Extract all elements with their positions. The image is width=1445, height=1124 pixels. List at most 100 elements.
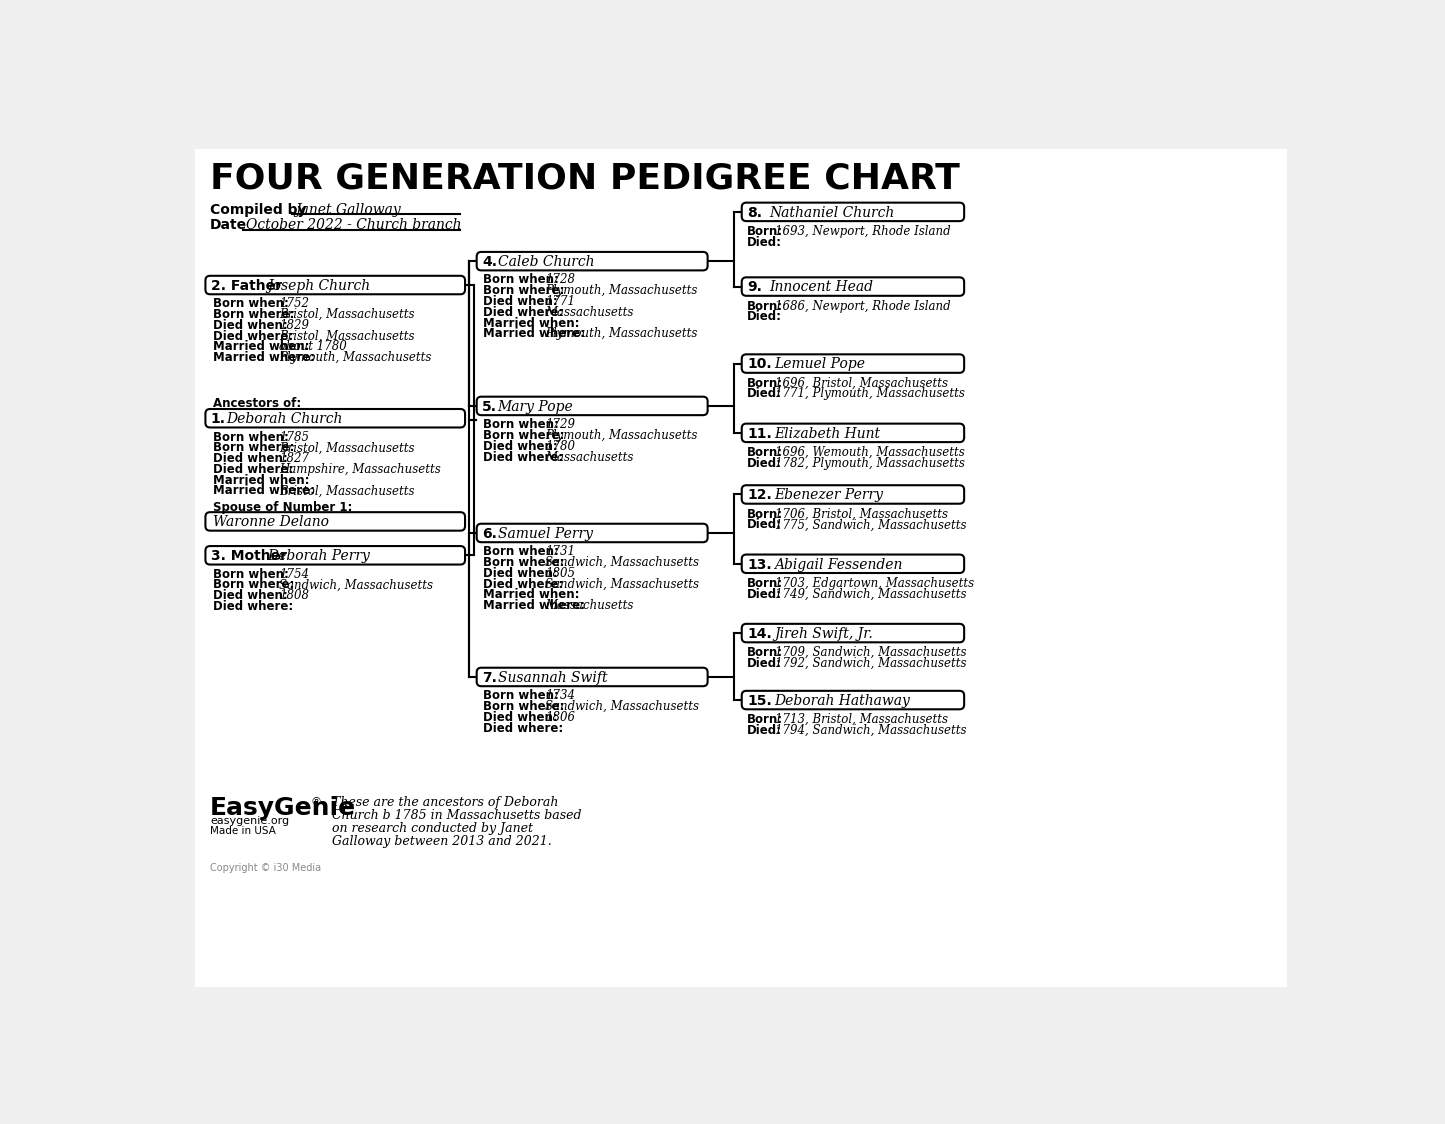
FancyBboxPatch shape bbox=[477, 524, 708, 542]
Text: Born when:: Born when: bbox=[214, 568, 289, 581]
Text: 1729: 1729 bbox=[545, 418, 575, 432]
Text: 1734: 1734 bbox=[545, 689, 575, 702]
Text: Died where:: Died where: bbox=[483, 451, 564, 463]
Text: Died where:: Died where: bbox=[214, 463, 293, 475]
Text: 1780: 1780 bbox=[545, 439, 575, 453]
Text: Died:: Died: bbox=[747, 588, 782, 600]
Text: 1749, Sandwich, Massachusetts: 1749, Sandwich, Massachusetts bbox=[775, 588, 967, 600]
Text: 1794, Sandwich, Massachusetts: 1794, Sandwich, Massachusetts bbox=[775, 724, 967, 737]
Text: Deborah Hathaway: Deborah Hathaway bbox=[775, 694, 910, 708]
Text: Married where:: Married where: bbox=[483, 599, 585, 613]
Text: Deborah Church: Deborah Church bbox=[227, 413, 342, 426]
Text: 1696, Wemouth, Massachusetts: 1696, Wemouth, Massachusetts bbox=[775, 446, 965, 459]
Text: Plymouth, Massachusetts: Plymouth, Massachusetts bbox=[545, 327, 698, 341]
Text: 1805: 1805 bbox=[545, 566, 575, 580]
Text: Died where:: Died where: bbox=[483, 578, 564, 590]
Text: 1775, Sandwich, Massachusetts: 1775, Sandwich, Massachusetts bbox=[775, 518, 967, 532]
Text: 1827: 1827 bbox=[279, 452, 309, 465]
FancyBboxPatch shape bbox=[477, 668, 708, 686]
Text: Born when:: Born when: bbox=[214, 430, 289, 444]
Text: Born:: Born: bbox=[747, 225, 783, 238]
Text: easygenie.org: easygenie.org bbox=[210, 816, 289, 825]
Text: These are the ancestors of Deborah: These are the ancestors of Deborah bbox=[332, 796, 558, 808]
Text: Married where:: Married where: bbox=[214, 351, 315, 364]
Text: Born when:: Born when: bbox=[483, 273, 559, 287]
Text: Janet Galloway: Janet Galloway bbox=[295, 202, 402, 217]
Text: Born where:: Born where: bbox=[214, 442, 295, 454]
Text: Born when:: Born when: bbox=[483, 545, 559, 559]
Text: 1782, Plymouth, Massachusetts: 1782, Plymouth, Massachusetts bbox=[775, 456, 965, 470]
Text: FOUR GENERATION PEDIGREE CHART: FOUR GENERATION PEDIGREE CHART bbox=[210, 162, 959, 196]
Text: 14.: 14. bbox=[747, 627, 772, 641]
Text: October 2022 - Church branch: October 2022 - Church branch bbox=[246, 218, 461, 232]
Text: 1731: 1731 bbox=[545, 545, 575, 559]
Text: 1713, Bristol, Massachusetts: 1713, Bristol, Massachusetts bbox=[775, 713, 948, 726]
Text: 1728: 1728 bbox=[545, 273, 575, 287]
FancyBboxPatch shape bbox=[477, 252, 708, 271]
Text: Died when:: Died when: bbox=[214, 589, 288, 602]
Text: Born:: Born: bbox=[747, 377, 783, 390]
FancyBboxPatch shape bbox=[205, 513, 465, 531]
FancyBboxPatch shape bbox=[205, 275, 465, 294]
Text: Born where:: Born where: bbox=[483, 700, 564, 713]
Text: Died:: Died: bbox=[747, 310, 782, 324]
Text: 8.: 8. bbox=[747, 206, 762, 219]
Text: Waronne Delano: Waronne Delano bbox=[214, 515, 329, 529]
Text: Compiled by: Compiled by bbox=[210, 202, 306, 217]
Text: Ebenezer Perry: Ebenezer Perry bbox=[775, 488, 883, 502]
Text: Died when:: Died when: bbox=[483, 566, 558, 580]
Text: 9.: 9. bbox=[747, 280, 762, 294]
Text: Bristol, Massachusetts: Bristol, Massachusetts bbox=[279, 484, 415, 498]
Text: ®: ® bbox=[311, 797, 322, 807]
Text: EasyGenie: EasyGenie bbox=[210, 796, 357, 819]
Text: Died when:: Died when: bbox=[483, 710, 558, 724]
Text: Sandwich, Massachusetts: Sandwich, Massachusetts bbox=[545, 700, 699, 713]
FancyBboxPatch shape bbox=[205, 546, 465, 564]
FancyBboxPatch shape bbox=[741, 278, 964, 296]
Text: Died where:: Died where: bbox=[214, 329, 293, 343]
Text: 15.: 15. bbox=[747, 694, 772, 708]
Text: Born:: Born: bbox=[747, 300, 783, 312]
Text: 1771: 1771 bbox=[545, 294, 575, 308]
Text: Bristol, Massachusetts: Bristol, Massachusetts bbox=[279, 442, 415, 454]
FancyBboxPatch shape bbox=[205, 409, 465, 427]
Text: Died where:: Died where: bbox=[214, 600, 293, 613]
Text: Lemuel Pope: Lemuel Pope bbox=[775, 357, 866, 371]
Text: Married when:: Married when: bbox=[214, 341, 309, 353]
Text: Died:: Died: bbox=[747, 656, 782, 670]
Text: Sandwich, Massachusetts: Sandwich, Massachusetts bbox=[279, 579, 434, 591]
Text: Innocent Head: Innocent Head bbox=[769, 280, 873, 294]
Text: about 1780: about 1780 bbox=[279, 341, 347, 353]
Text: 12.: 12. bbox=[747, 488, 772, 502]
Text: Massachusetts: Massachusetts bbox=[545, 599, 633, 613]
Text: Born:: Born: bbox=[747, 446, 783, 459]
Text: 1754: 1754 bbox=[279, 568, 309, 581]
Text: Born where:: Born where: bbox=[483, 556, 564, 569]
Text: Died:: Died: bbox=[747, 456, 782, 470]
Text: 7.: 7. bbox=[483, 671, 497, 685]
Text: Born:: Born: bbox=[747, 508, 783, 520]
Text: 1703, Edgartown, Massachusetts: 1703, Edgartown, Massachusetts bbox=[775, 577, 974, 590]
Text: Made in USA: Made in USA bbox=[210, 826, 276, 836]
Text: Caleb Church: Caleb Church bbox=[497, 255, 594, 269]
Text: Ancestors of:: Ancestors of: bbox=[214, 397, 302, 409]
Text: 1709, Sandwich, Massachusetts: 1709, Sandwich, Massachusetts bbox=[775, 646, 967, 659]
Text: Born when:: Born when: bbox=[483, 418, 559, 432]
Text: 1706, Bristol, Massachusetts: 1706, Bristol, Massachusetts bbox=[775, 508, 948, 520]
Text: Samuel Perry: Samuel Perry bbox=[497, 527, 592, 541]
Text: Died when:: Died when: bbox=[483, 294, 558, 308]
Text: 1785: 1785 bbox=[279, 430, 309, 444]
Text: Jireh Swift, Jr.: Jireh Swift, Jr. bbox=[775, 627, 873, 641]
Text: Born where:: Born where: bbox=[214, 579, 295, 591]
Text: Married when:: Married when: bbox=[214, 473, 309, 487]
Text: Nathaniel Church: Nathaniel Church bbox=[769, 206, 894, 219]
Text: 10.: 10. bbox=[747, 357, 772, 371]
Text: Died:: Died: bbox=[747, 388, 782, 400]
Text: Susannah Swift: Susannah Swift bbox=[497, 671, 607, 685]
Text: Married where:: Married where: bbox=[214, 484, 315, 498]
FancyBboxPatch shape bbox=[741, 424, 964, 442]
FancyBboxPatch shape bbox=[741, 624, 964, 642]
Text: 1806: 1806 bbox=[545, 710, 575, 724]
Text: Born:: Born: bbox=[747, 646, 783, 659]
Text: 11.: 11. bbox=[747, 427, 772, 441]
